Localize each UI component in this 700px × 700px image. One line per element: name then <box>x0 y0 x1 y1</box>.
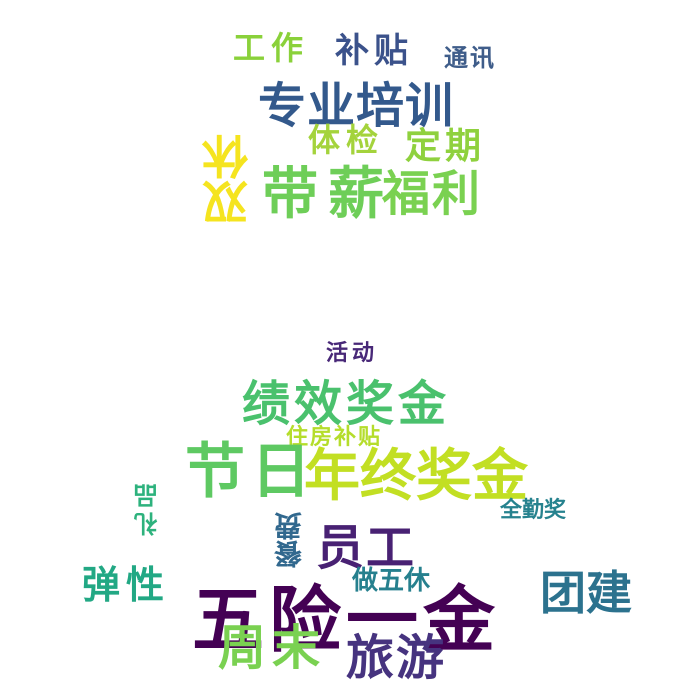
word-jieri: 节日 <box>185 437 317 507</box>
word-jixiao-jiangjin: 绩效奖金 <box>242 376 451 432</box>
word-tijian: 体检 <box>308 121 385 159</box>
word-butie: 补贴 <box>335 31 413 71</box>
word-gongzuo: 工作 <box>233 29 310 67</box>
word-zhuanye-peixun: 专业培训 <box>258 78 455 134</box>
word-zhufang-butie: 住房补贴 <box>286 424 383 450</box>
word-zuowuxiu: 做五休 <box>352 566 431 596</box>
word-shuangxiu: 双休 <box>201 134 255 226</box>
word-dingqi: 定期 <box>405 125 486 167</box>
word-huodong: 活动 <box>326 340 379 366</box>
word-lipin: 礼品 <box>133 480 162 536</box>
word-fuli: 福利 <box>382 166 483 222</box>
word-lvyou: 旅游 <box>346 630 447 686</box>
word-quanqinjiang: 全勤奖 <box>500 497 567 523</box>
word-tanxing: 弹性 <box>82 562 171 607</box>
word-wuxian-yijin: 五险一金 <box>192 577 501 662</box>
word-tuanjian: 团建 <box>540 566 632 620</box>
word-yuangong: 员工 <box>316 520 417 576</box>
word-daixin: 带薪 <box>262 161 394 227</box>
word-nianzhong-jiangjin: 年终奖金 <box>304 443 528 509</box>
word-zhoumo: 周末 <box>218 620 327 676</box>
word-canfei: 餐费 <box>273 512 306 568</box>
word-tongxun: 通讯 <box>444 43 496 72</box>
